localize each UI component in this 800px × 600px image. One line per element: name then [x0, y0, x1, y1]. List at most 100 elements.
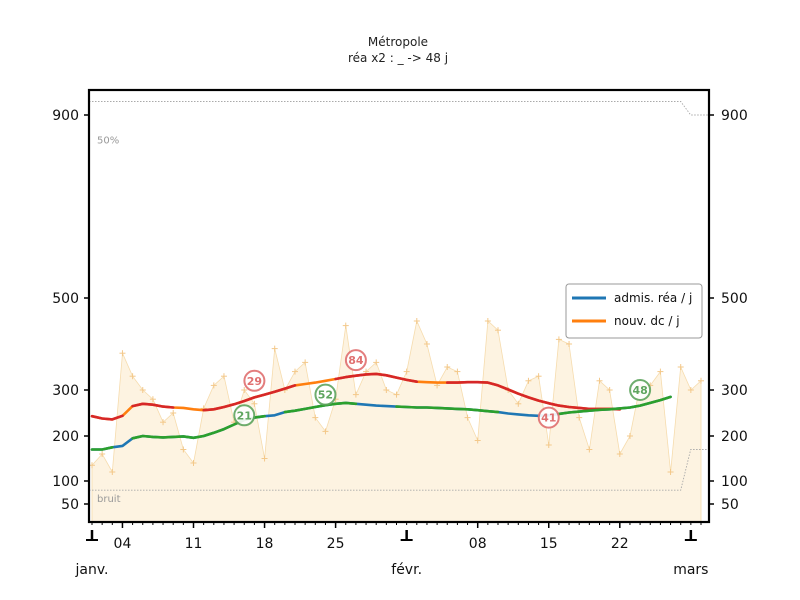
y-tick-label-right: 100 [721, 474, 748, 490]
raw-daily-marker [180, 446, 187, 453]
plot-frame [87, 88, 711, 524]
pin-5: 48 [629, 379, 652, 401]
y-tick-label-right: 300 [721, 383, 748, 399]
raw-daily-marker [160, 419, 167, 426]
threshold-line-1 [89, 449, 709, 491]
chart-title: Métropole [368, 35, 428, 49]
raw-daily-marker [170, 410, 177, 416]
admis-segment-green-4 [395, 405, 500, 414]
pin-3: 84 [344, 349, 367, 372]
y-tick-label-left: 50 [61, 497, 79, 513]
raw-daily-marker [576, 414, 583, 421]
raw-daily-marker [423, 341, 430, 347]
axis-layer: 50 50 100 100 200 200 300 300 500 500 900 900 04 11 18… [52, 108, 747, 578]
raw-daily-marker [312, 414, 319, 421]
legend-label-dc: nouv. dc / j [614, 314, 680, 328]
raw-daily-marker [149, 396, 156, 403]
raw-daily-marker [616, 451, 623, 457]
raw-daily-marker [515, 400, 522, 407]
raw-daily-marker [271, 345, 278, 352]
pin-label: 52 [318, 389, 333, 402]
dc-segment-red-4 [334, 372, 419, 383]
legend-label-admis: admis. réa / j [614, 291, 692, 305]
x-tick-label: 15 [540, 536, 558, 552]
raw-daily-marker [626, 433, 633, 439]
raw-daily-marker [495, 327, 501, 334]
raw-daily-marker [251, 400, 258, 407]
pin-2: 52 [314, 383, 337, 406]
threshold-line-0 [89, 101, 709, 116]
raw-daily-marker [403, 368, 410, 375]
raw-daily-marker [606, 387, 613, 393]
raw-daily-marker [596, 377, 603, 384]
raw-daily-marker [474, 437, 481, 444]
raw-daily-marker [677, 364, 684, 370]
x-tick-label: 11 [185, 536, 203, 552]
raw-daily-marker [383, 387, 390, 393]
threshold-label-1: bruit [97, 494, 121, 505]
raw-daily-marker [302, 359, 309, 366]
raw-daily-marker [586, 446, 593, 453]
pin-0: 29 [243, 369, 266, 392]
raw-daily-marker [373, 359, 380, 366]
x-tick-label: 04 [114, 536, 132, 552]
raw-daily-marker [535, 373, 542, 380]
raw-daily-marker [210, 382, 217, 389]
month-label: févr. [391, 562, 422, 578]
raw-daily-marker [698, 377, 704, 384]
y-tick-label-left: 300 [52, 383, 79, 399]
pin-circle [314, 383, 337, 406]
x-tick-label: 08 [469, 536, 487, 552]
raw-daily-marker [352, 391, 359, 398]
dc-segment-red-5 [446, 380, 622, 411]
y-tick-label-left: 500 [52, 291, 79, 307]
x-tick-label: 22 [611, 536, 629, 552]
y-tick-label-right: 900 [721, 108, 748, 124]
pin-1: 21 [233, 404, 256, 427]
raw-daily-marker [484, 318, 491, 324]
raw-daily-marker [464, 414, 471, 421]
x-tick-label: 18 [256, 536, 274, 552]
y-tick-label-right: 200 [721, 429, 748, 445]
pin-circle [537, 406, 560, 429]
raw-daily-marker [545, 442, 552, 448]
raw-daily-marker [190, 460, 197, 466]
raw-daily-marker [657, 368, 664, 375]
raw-daily-area [91, 319, 702, 523]
legend: admis. réa / j nouv. dc / j [565, 283, 703, 339]
month-label: mars [673, 562, 708, 578]
pin-circle [243, 369, 266, 392]
raw-daily-marker [454, 368, 461, 375]
raw-daily-marker [525, 377, 532, 384]
raw-daily-marker [129, 373, 136, 380]
pin-label: 41 [541, 412, 556, 425]
raw-daily-marker [119, 350, 126, 357]
month-label: janv. [75, 562, 109, 578]
admis-segment-green-5 [557, 395, 672, 416]
chart-subtitle: réa x2 : _ -> 48 j [348, 51, 448, 65]
pin-circle [344, 349, 367, 372]
dc-segment-red-1 [90, 414, 124, 421]
pin-label: 29 [247, 375, 262, 388]
pin-4: 41 [537, 406, 560, 429]
pin-circle [233, 404, 256, 427]
raw-daily-marker [393, 391, 400, 398]
raw-daily-marker [241, 387, 248, 393]
raw-daily-marker [220, 373, 227, 380]
raw-daily-marker [566, 341, 573, 347]
raw-daily-marker [261, 455, 268, 462]
threshold-layer: 50% bruit [89, 101, 709, 505]
raw-daily-marker [292, 368, 298, 375]
raw-daily-marker [139, 387, 146, 393]
raw-daily-marker [413, 318, 420, 324]
pin-label: 21 [237, 409, 252, 422]
pin-label: 84 [348, 354, 364, 367]
dc-segment-red-3 [202, 384, 297, 412]
raw-daily-marker [687, 387, 694, 393]
admis-segment-green-3 [283, 401, 358, 414]
raw-daily-marker [667, 469, 674, 475]
threshold-label-0: 50% [97, 136, 119, 147]
y-tick-label-left: 100 [52, 474, 79, 490]
pin-layer: 29 21 52 84 41 48 [233, 349, 652, 429]
pin-label: 48 [632, 384, 647, 397]
